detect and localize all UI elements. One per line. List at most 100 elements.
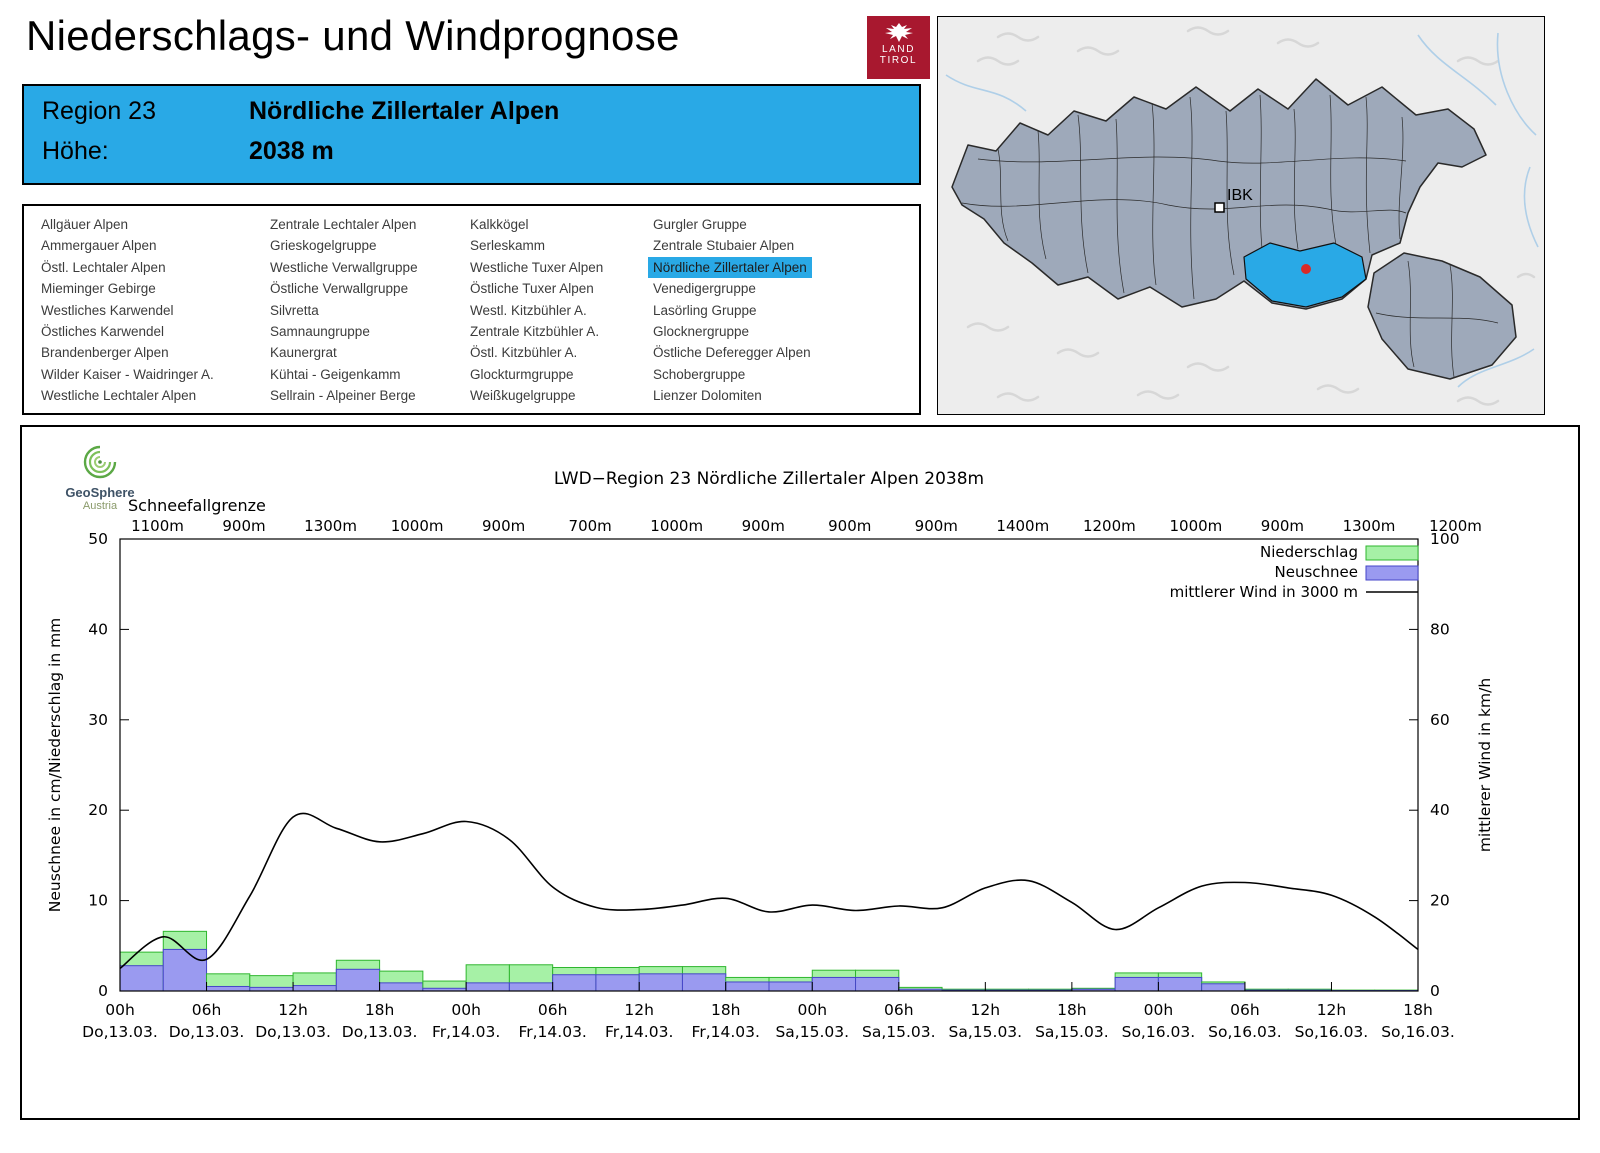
y-right-tick-label: 60 <box>1430 711 1450 729</box>
region-list-column-4: Gurgler Gruppe Zentrale Stubaier Alpen Nör… <box>648 214 919 413</box>
region-list-item[interactable]: Nördliche Zillertaler Alpen <box>648 256 812 279</box>
region-list-item[interactable]: Östliche Deferegger Alpen <box>653 345 811 361</box>
region-number-label: Region 23 <box>42 97 156 125</box>
x-tick-time: 18h <box>365 1001 395 1019</box>
snowline-value: 1000m <box>1169 517 1222 535</box>
region-list-item[interactable]: Kaunergrat <box>270 345 337 361</box>
logo-text-tirol: TIROL <box>879 55 918 66</box>
wind-line <box>119 812 1419 970</box>
ibk-marker <box>1214 202 1225 213</box>
region-list-item[interactable]: Westliche Lechtaler Alpen <box>41 388 197 404</box>
legend-precip-label: Niederschlag <box>1260 543 1358 561</box>
region-list-item[interactable]: Östliche Tuxer Alpen <box>470 281 594 297</box>
region-list-item[interactable]: Kühtai - Geigenkamm <box>270 366 401 382</box>
x-tick-time: 06h <box>884 1001 914 1019</box>
y-right-tick-label: 20 <box>1430 892 1450 910</box>
region-list-item[interactable]: Östl. Kitzbühler A. <box>470 345 578 361</box>
snowline-value: 1100m <box>131 517 184 535</box>
region-list-item[interactable]: Ammergauer Alpen <box>41 238 157 254</box>
elevation-value: 2038 m <box>249 137 334 165</box>
region-list-item[interactable]: Östliches Karwendel <box>41 324 165 340</box>
snowline-value: 900m <box>222 517 265 535</box>
x-tick-time: 00h <box>105 1001 135 1019</box>
region-list-item[interactable]: Zentrale Kitzbühler A. <box>470 324 600 340</box>
snowline-value: 1200m <box>1083 517 1136 535</box>
land-tirol-logo: LAND TIROL <box>867 16 930 79</box>
region-list-column-2: Zentrale Lechtaler Alpen Grieskogelgruppe… <box>265 214 465 413</box>
x-tick-time: 00h <box>797 1001 827 1019</box>
snowline-value: 900m <box>482 517 525 535</box>
region-list-item[interactable]: Wilder Kaiser - Waidringer A. <box>41 366 214 382</box>
snowline-value: 1300m <box>304 517 357 535</box>
region-list-item[interactable]: Silvretta <box>270 302 319 318</box>
x-tick-time: 12h <box>278 1001 308 1019</box>
region-list-item[interactable]: Serleskamm <box>470 238 546 254</box>
x-tick-time: 00h <box>451 1001 481 1019</box>
region-list-item[interactable]: Zentrale Stubaier Alpen <box>653 238 795 254</box>
region-list-item[interactable]: Glocknergruppe <box>653 324 750 340</box>
chart-panel: GeoSphere Austria LWD−Region 23 Nördlich… <box>20 425 1580 1120</box>
y-left-tick-label: 40 <box>88 620 108 638</box>
region-list-item[interactable]: Östliche Verwallgruppe <box>270 281 409 297</box>
tirol-map[interactable]: IBK <box>938 17 1544 414</box>
y-right-tick-label: 100 <box>1430 530 1460 548</box>
geosphere-logo: GeoSphere Austria <box>48 443 152 512</box>
y-right-tick-label: 40 <box>1430 801 1450 819</box>
region-list-item[interactable]: Kalkkögel <box>470 217 529 232</box>
x-tick-date: Sa,15.03. <box>775 1023 849 1041</box>
x-tick-time: 12h <box>971 1001 1001 1019</box>
y-left-tick-label: 20 <box>88 801 108 819</box>
x-tick-date: Fr,14.03. <box>692 1023 760 1041</box>
x-tick-date: Sa,15.03. <box>949 1023 1023 1041</box>
region-list-item[interactable]: Grieskogelgruppe <box>270 238 377 254</box>
region-list-item[interactable]: Allgäuer Alpen <box>41 217 129 232</box>
terrain-texture <box>966 26 1536 406</box>
y-right-axis-title: mittlerer Wind in km/h <box>1476 678 1494 852</box>
precip-snow-bars <box>119 930 1419 992</box>
region-list-item[interactable]: Gurgler Gruppe <box>653 217 747 232</box>
region-list-item[interactable]: Venedigergruppe <box>653 281 756 297</box>
region-list-item[interactable]: Samnaungruppe <box>270 324 370 340</box>
region-list-item[interactable]: Sellrain - Alpeiner Berge <box>270 388 416 404</box>
x-tick-time: 18h <box>711 1001 741 1019</box>
snowline-value: 900m <box>828 517 871 535</box>
region-list-column-1: Allgäuer Alpen Ammergauer Alpen Östl. Lech… <box>36 214 265 413</box>
y-right-tick-label: 0 <box>1430 982 1440 1000</box>
tirol-eagle-icon <box>884 23 913 42</box>
region-list-item[interactable]: Schobergruppe <box>653 366 746 382</box>
elevation-label: Höhe: <box>42 137 109 165</box>
region-list-item[interactable]: Brandenberger Alpen <box>41 345 169 361</box>
snowline-label: Schneefallgrenze <box>128 496 266 515</box>
forecast-chart: LWD−Region 23 Nördliche Zillertaler Alpe… <box>46 469 1494 1041</box>
x-tick-time: 06h <box>192 1001 222 1019</box>
east-tirol-shape <box>1367 252 1517 380</box>
plot-frame <box>119 538 1419 992</box>
region-list-item[interactable]: Östl. Lechtaler Alpen <box>41 259 166 275</box>
snowline-value: 1400m <box>996 517 1049 535</box>
legend-snow-label: Neuschnee <box>1275 563 1359 581</box>
region-list-item[interactable]: Mieminger Gebirge <box>41 281 156 297</box>
y-right-tick-label: 80 <box>1430 620 1450 638</box>
region-list-item[interactable]: Westl. Kitzbühler A. <box>470 302 587 318</box>
region-list: Allgäuer Alpen Ammergauer Alpen Östl. Lech… <box>22 204 921 415</box>
x-tick-date: Fr,14.03. <box>518 1023 586 1041</box>
region-list-item[interactable]: Westliche Tuxer Alpen <box>470 259 604 275</box>
x-tick-time: 12h <box>624 1001 654 1019</box>
logo-text-land: LAND <box>881 44 916 55</box>
north-tirol-shape <box>951 78 1487 310</box>
y-left-axis-title: Neuschnee in cm/Niederschlag in mm <box>46 618 64 913</box>
snowline-value: 1000m <box>391 517 444 535</box>
region-list-item[interactable]: Westliche Verwallgruppe <box>270 259 418 275</box>
selected-region-shape[interactable] <box>1243 242 1367 308</box>
x-tick-date: So,16.03. <box>1295 1023 1369 1041</box>
region-list-item[interactable]: Glockturmgruppe <box>470 366 574 382</box>
region-list-item[interactable]: Lasörling Gruppe <box>653 302 757 318</box>
region-list-item[interactable]: Zentrale Lechtaler Alpen <box>270 217 417 232</box>
region-list-item[interactable]: Lienzer Dolomiten <box>653 388 762 404</box>
x-tick-date: Do,13.03. <box>169 1023 245 1041</box>
region-list-item[interactable]: Weißkugelgruppe <box>470 388 576 404</box>
x-tick-date: Sa,15.03. <box>862 1023 936 1041</box>
region-list-item[interactable]: Westliches Karwendel <box>41 302 174 318</box>
snowline-value: 700m <box>569 517 612 535</box>
geosphere-spiral-icon <box>83 445 117 479</box>
